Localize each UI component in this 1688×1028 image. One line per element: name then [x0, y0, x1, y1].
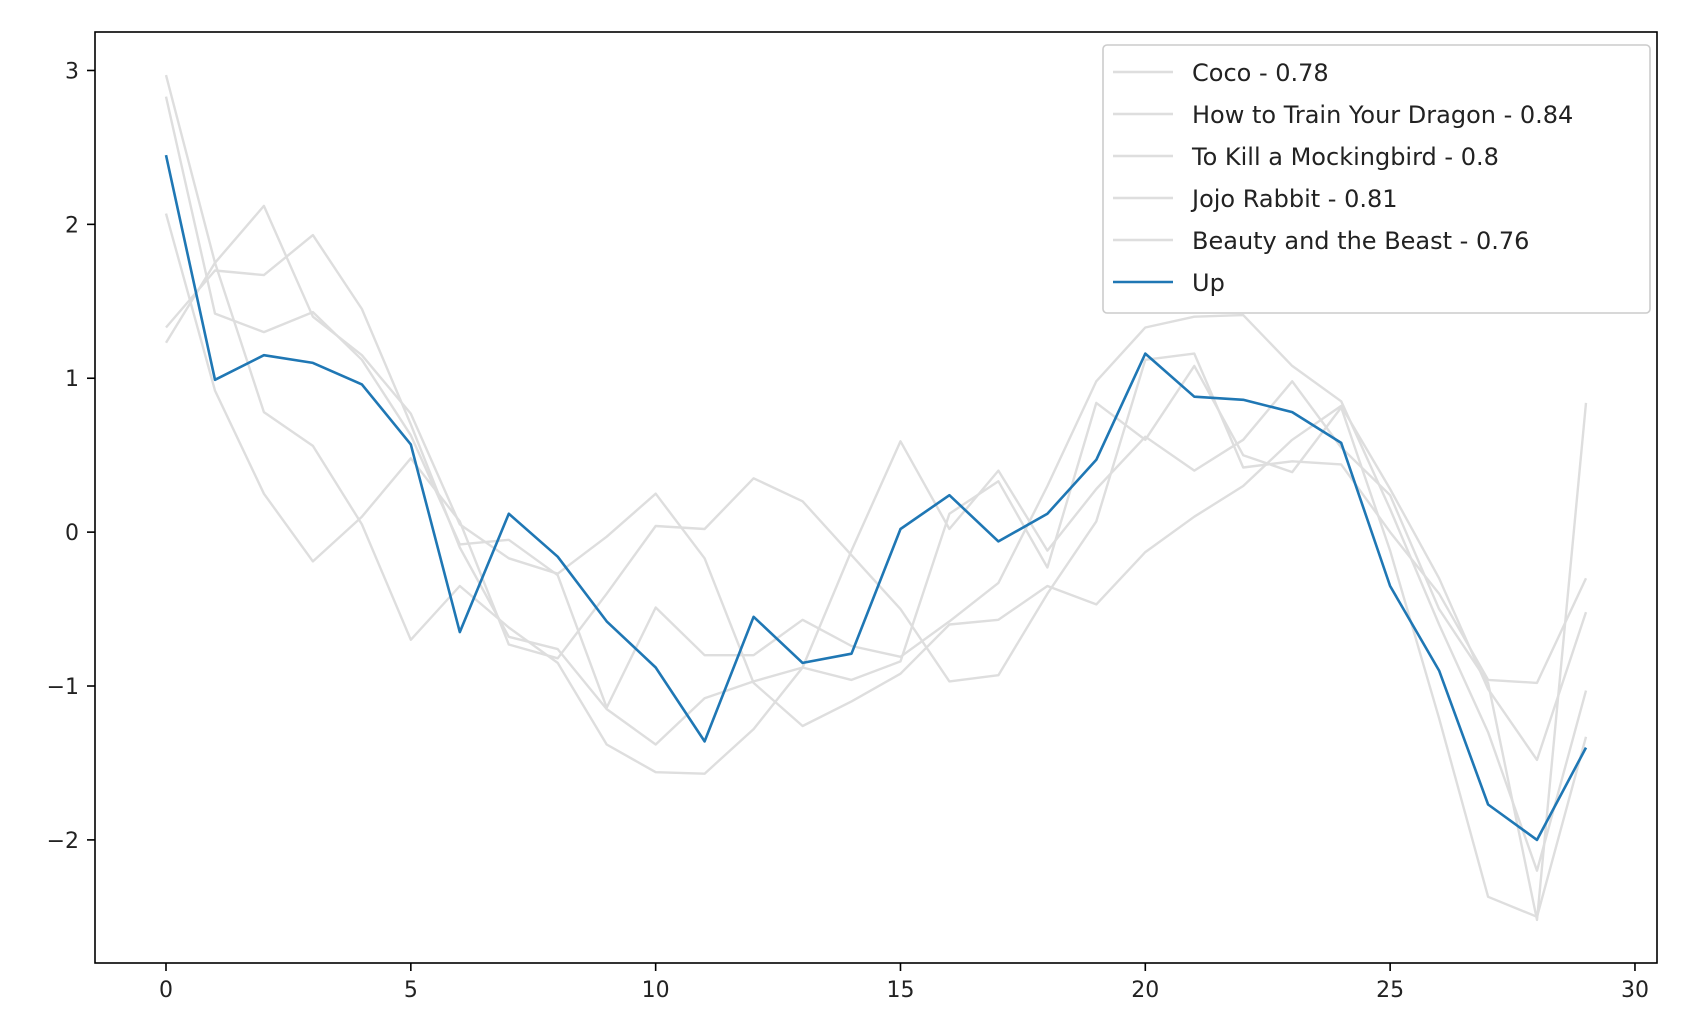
legend-label: How to Train Your Dragon - 0.84: [1192, 101, 1573, 129]
x-tick-label: 10: [642, 978, 670, 1003]
legend-label: Up: [1192, 269, 1225, 297]
x-tick-label: 25: [1376, 978, 1404, 1003]
y-tick-label: 0: [65, 521, 79, 546]
x-tick-label: 20: [1131, 978, 1159, 1003]
y-tick-label: 2: [65, 213, 79, 238]
legend-label: Coco - 0.78: [1192, 59, 1329, 87]
y-tick-label: 3: [65, 59, 79, 84]
plot-lines: [164, 74, 1588, 922]
series-line-4: [165, 233, 1588, 918]
legend-label: To Kill a Mockingbird - 0.8: [1191, 143, 1499, 171]
x-axis: 0 5 10 15 20 25 30: [159, 963, 1649, 1003]
x-tick-label: 15: [886, 978, 914, 1003]
y-axis: −2 −1 0 1 2 3: [47, 59, 95, 854]
series-line-0: [164, 74, 1588, 922]
axes-frame: [94, 31, 1658, 964]
legend-label: Beauty and the Beast - 0.76: [1192, 227, 1529, 255]
legend-box: [1102, 44, 1651, 314]
x-tick-label: 30: [1621, 978, 1649, 1003]
y-tick-label: −1: [47, 675, 79, 700]
series-line-2: [164, 96, 1588, 872]
series-line-3: [164, 213, 1588, 685]
y-tick-label: 1: [65, 367, 79, 392]
x-tick-label: 5: [404, 978, 418, 1003]
legend: Coco - 0.78 How to Train Your Dragon - 0.…: [1102, 44, 1651, 314]
series-line-5: [164, 154, 1588, 842]
x-tick-label: 0: [159, 978, 173, 1003]
legend-label: Jojo Rabbit - 0.81: [1190, 185, 1398, 213]
y-tick-label: −2: [47, 829, 79, 854]
